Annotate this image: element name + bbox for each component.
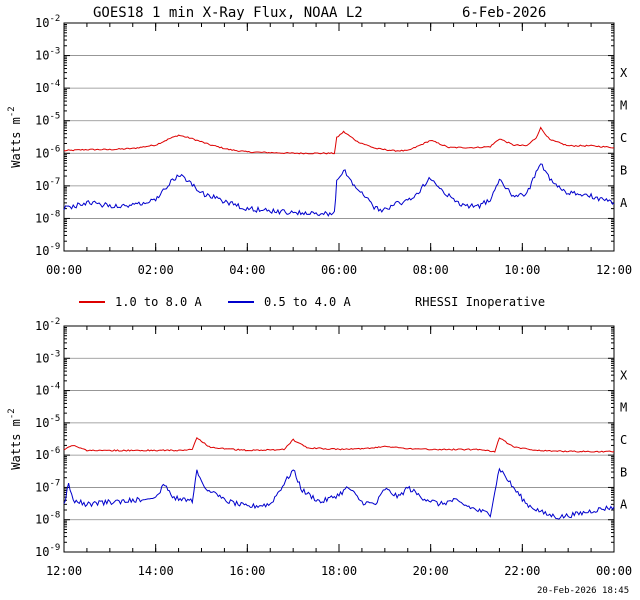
x-tick-label: 12:00 <box>46 564 82 578</box>
timestamp-footer: 20-Feb-2026 18:45 <box>537 586 629 596</box>
rhessi-note: RHESSI Inoperative <box>415 295 545 309</box>
y-tick-label: 10-2 <box>35 317 60 333</box>
flare-class-label: M <box>620 98 627 112</box>
y-tick-label: 10-7 <box>35 478 60 494</box>
x-tick-label: 20:00 <box>413 564 449 578</box>
series-long-line <box>63 126 615 155</box>
flare-class-label: B <box>620 164 627 178</box>
x-tick-label: 08:00 <box>413 263 449 277</box>
flare-class-label: X <box>620 66 628 80</box>
x-tick-label: 16:00 <box>229 564 265 578</box>
y-tick-label: 10-8 <box>35 511 60 527</box>
panel-top: 10-9 10-8 10-7 10-6 10-5 10-4 10-3 10-2 A B C M X 00:… <box>7 14 632 277</box>
series-short-line <box>63 163 615 217</box>
plot-frame <box>63 22 615 252</box>
y-tick-label: 10-9 <box>35 242 60 258</box>
x-tick-label: 04:00 <box>229 263 265 277</box>
y-tick-label: 10-2 <box>35 14 60 30</box>
y-axis-label: Watts m-2 <box>7 408 23 469</box>
y-axis-label: Watts m-2 <box>7 106 23 167</box>
panel-bottom: 10-9 10-8 10-7 10-6 10-5 10-4 10-3 10-2 A B C M X 12:… <box>7 317 632 578</box>
flare-class-label: M <box>620 401 627 415</box>
legend-long-label: 1.0 to 8.0 A <box>115 295 202 309</box>
y-tick-label: 10-6 <box>35 446 60 462</box>
flare-class-label: C <box>620 131 627 145</box>
x-tick-label: 02:00 <box>138 263 174 277</box>
y-tick-label: 10-4 <box>35 382 60 398</box>
plot-frame <box>63 325 615 553</box>
flare-class-label: B <box>620 465 627 479</box>
flare-class-label: X <box>620 368 628 382</box>
y-tick-label: 10-6 <box>35 144 60 160</box>
legend: 1.0 to 8.0 A 0.5 to 4.0 A RHESSI Inopera… <box>79 295 545 309</box>
chart-date: 6-Feb-2026 <box>462 5 546 21</box>
y-tick-label: 10-4 <box>35 79 60 95</box>
flare-class-label: C <box>620 433 627 447</box>
chart-title: GOES18 1 min X-Ray Flux, NOAA L2 <box>93 5 363 21</box>
x-tick-label: 10:00 <box>504 263 540 277</box>
series-short-line <box>63 467 615 520</box>
y-tick-label: 10-3 <box>35 349 60 365</box>
y-tick-label: 10-9 <box>35 543 60 559</box>
y-tick-label: 10-5 <box>35 112 60 128</box>
flare-class-label: A <box>620 498 628 512</box>
x-tick-label: 14:00 <box>138 564 174 578</box>
flare-class-label: A <box>620 196 628 210</box>
x-tick-label: 00:00 <box>46 263 82 277</box>
series-long-line <box>63 436 615 453</box>
x-tick-label: 22:00 <box>504 564 540 578</box>
y-tick-label: 10-8 <box>35 209 60 225</box>
legend-short-label: 0.5 to 4.0 A <box>264 295 351 309</box>
x-tick-label: 00:00 <box>596 564 632 578</box>
x-tick-label: 18:00 <box>321 564 357 578</box>
y-tick-label: 10-5 <box>35 414 60 430</box>
x-tick-label: 12:00 <box>596 263 632 277</box>
y-tick-label: 10-3 <box>35 47 60 63</box>
y-tick-label: 10-7 <box>35 177 60 193</box>
x-tick-label: 06:00 <box>321 263 357 277</box>
